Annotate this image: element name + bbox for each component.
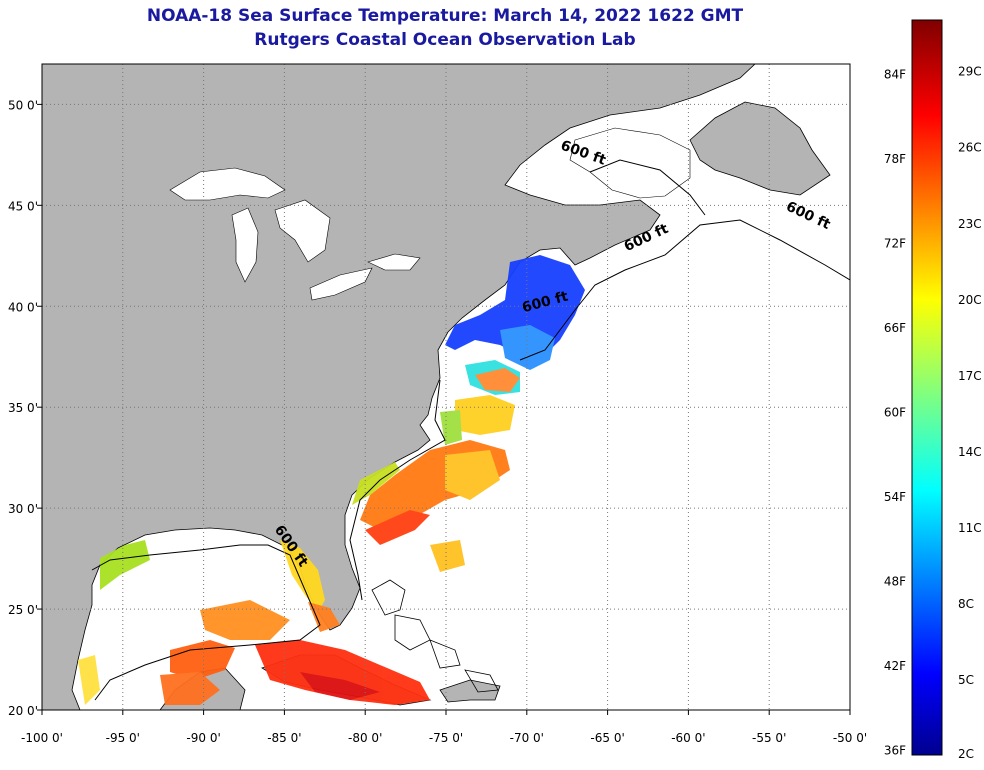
colorbar-f-label: 84F [884, 68, 906, 82]
y-tick-label: 50 0' [8, 98, 38, 112]
x-tick-label: -50 0' [833, 731, 867, 745]
colorbar-c-label: 20C [958, 293, 982, 307]
colorbar-f-label: 48F [884, 574, 906, 588]
map-title: NOAA-18 Sea Surface Temperature: March 1… [146, 6, 744, 26]
colorbar-c-label: 14C [958, 445, 982, 459]
colorbar-f-label: 36F [884, 743, 906, 757]
y-tick-label: 20 0' [8, 704, 38, 718]
y-tick-label: 40 0' [8, 300, 38, 314]
colorbar-f-label: 54F [884, 490, 906, 504]
colorbar-fahrenheit-labels: 84F 78F 72F 66F 60F 54F 48F 42F 36F [884, 68, 906, 758]
colorbar-celsius-labels: 29C 26C 23C 20C 17C 14C 11C 8C 5C 2C [958, 65, 982, 761]
x-tick-label: -95 0' [106, 731, 140, 745]
colorbar-c-label: 8C [958, 597, 974, 611]
colorbar-c-label: 2C [958, 747, 974, 761]
lake-superior [169, 167, 286, 201]
colorbar-c-label: 29C [958, 65, 982, 79]
lake-ontario [367, 253, 421, 271]
colorbar-c-label: 5C [958, 673, 974, 687]
x-tick-label: -75 0' [429, 731, 463, 745]
colorbar-f-label: 42F [884, 659, 906, 673]
x-tick-label: -90 0' [186, 731, 220, 745]
newfoundland-land [689, 101, 831, 196]
y-tick-label: 30 0' [8, 502, 38, 516]
x-tick-label: -100 0' [21, 731, 63, 745]
colorbar-c-label: 11C [958, 521, 982, 535]
colorbar [911, 19, 943, 756]
isobath-600ft [91, 159, 850, 701]
colorbar-c-label: 23C [958, 217, 982, 231]
lake-michigan [231, 207, 259, 283]
x-tick-label: -55 0' [752, 731, 786, 745]
colorbar-c-label: 26C [958, 141, 982, 155]
x-tick-label: -85 0' [267, 731, 301, 745]
lake-huron [274, 199, 331, 263]
colorbar-f-label: 78F [884, 152, 906, 166]
y-tick-label: 25 0' [8, 603, 38, 617]
north-america-land [42, 64, 756, 710]
lake-erie [309, 267, 373, 301]
x-tick-label: -80 0' [348, 731, 382, 745]
colorbar-f-label: 66F [884, 321, 906, 335]
y-tick-label: 35 0' [8, 401, 38, 415]
x-tick-label: -60 0' [671, 731, 705, 745]
colorbar-c-label: 17C [958, 369, 982, 383]
x-tick-label: -65 0' [590, 731, 624, 745]
longitude-axis: -100 0' -95 0' -90 0' -85 0' -80 0' -75 0' -70… [21, 710, 867, 745]
y-tick-label: 45 0' [8, 199, 38, 213]
colorbar-f-label: 72F [884, 236, 906, 250]
colorbar-f-label: 60F [884, 405, 906, 419]
sst-overlay [78, 255, 585, 705]
x-tick-label: -70 0' [510, 731, 544, 745]
hispaniola-land [439, 679, 501, 703]
map-subtitle: Rutgers Coastal Ocean Observation Lab [254, 30, 636, 50]
latitude-axis: 20 0' 25 0' 30 0' 35 0' 40 0' 45 0' 50 0' [8, 98, 42, 718]
graticule [42, 64, 850, 710]
bahamas-banks [371, 579, 499, 693]
